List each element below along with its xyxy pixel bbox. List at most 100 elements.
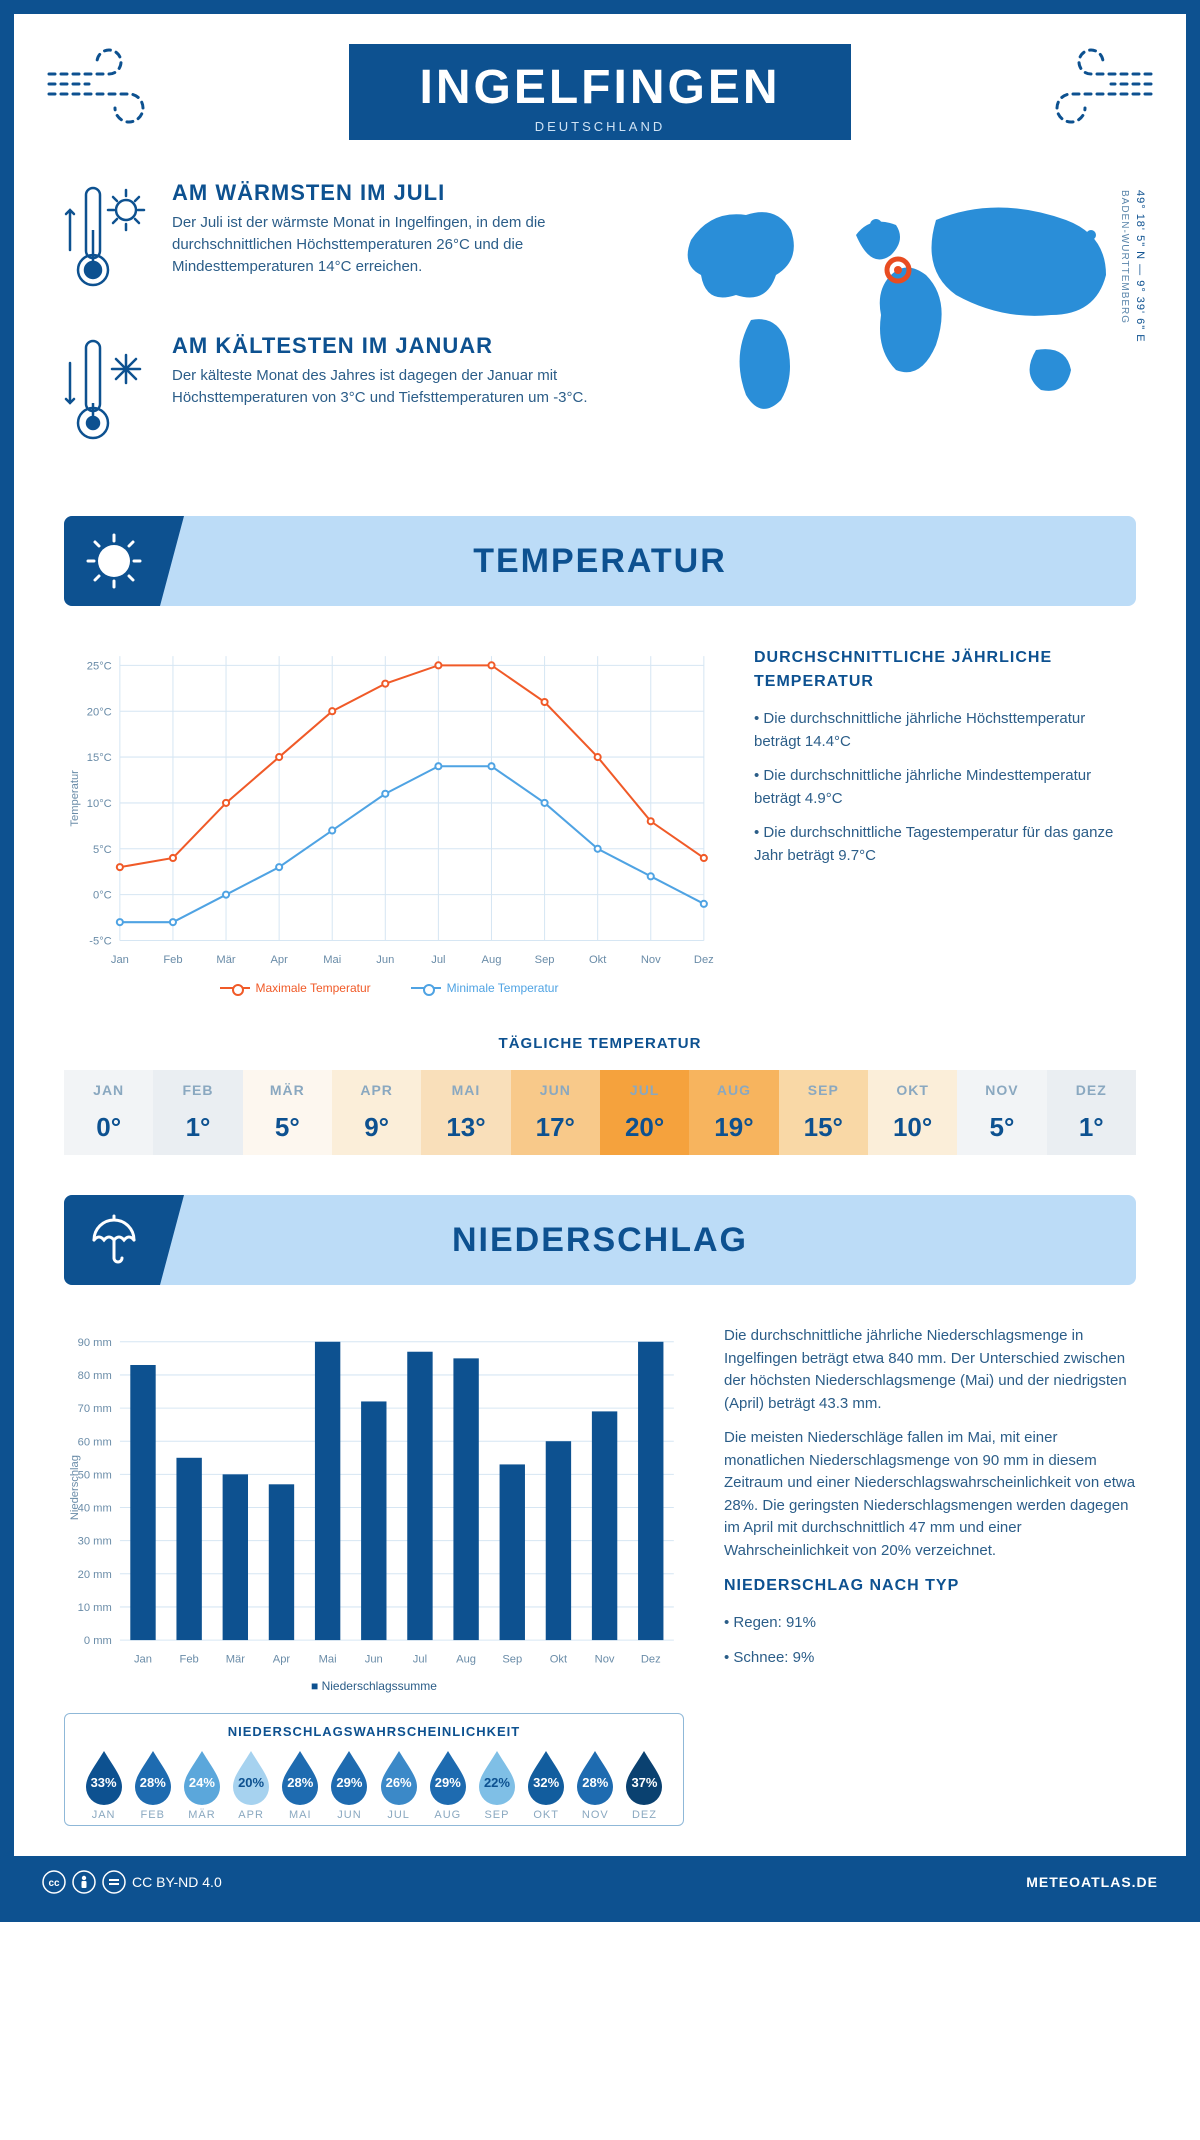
drop-pct: 29% [326,1775,372,1790]
chart-legend: Maximale Temperatur Minimale Temperatur [64,981,714,995]
drop-month: APR [227,1809,276,1821]
country-name: DEUTSCHLAND [419,119,780,134]
cell-month: OKT [868,1082,957,1098]
prob-drop: 33% JAN [79,1747,128,1821]
svg-text:Jun: Jun [365,1653,383,1665]
daily-temp-cell: JUL 20° [600,1070,689,1155]
drop-month: MAI [276,1809,325,1821]
svg-text:40 mm: 40 mm [78,1503,112,1515]
temp-text-title: DURCHSCHNITTLICHE JÄHRLICHE TEMPERATUR [754,646,1136,694]
drop-month: JUN [325,1809,374,1821]
drop-month: SEP [472,1809,521,1821]
svg-text:Jan: Jan [111,954,129,966]
section-banner-precip: NIEDERSCHLAG [64,1195,1136,1285]
svg-text:Jan: Jan [134,1653,152,1665]
prob-drop: 29% JUN [325,1747,374,1821]
cell-value: 5° [243,1112,332,1143]
svg-text:Okt: Okt [550,1653,568,1665]
svg-text:50 mm: 50 mm [78,1469,112,1481]
license-text: CC BY-ND 4.0 [132,1874,222,1890]
svg-text:30 mm: 30 mm [78,1536,112,1548]
svg-text:10°C: 10°C [87,798,112,810]
daily-temp-cell: NOV 5° [957,1070,1046,1155]
drop-month: FEB [128,1809,177,1821]
svg-text:Aug: Aug [482,954,502,966]
svg-text:cc: cc [48,1878,60,1889]
region-label: BADEN-WURTTEMBERG [1119,190,1130,324]
svg-text:Mär: Mär [216,954,235,966]
svg-text:Feb: Feb [180,1653,199,1665]
title-ribbon: INGELFINGEN DEUTSCHLAND [349,44,850,140]
svg-text:Aug: Aug [456,1653,476,1665]
svg-text:0°C: 0°C [93,890,112,902]
svg-text:Apr: Apr [273,1653,291,1665]
cell-value: 20° [600,1112,689,1143]
cell-month: AUG [689,1082,778,1098]
cell-value: 1° [1047,1112,1136,1143]
drop-month: AUG [423,1809,472,1821]
warmest-text: Der Juli ist der wärmste Monat in Ingelf… [172,212,626,277]
drop-month: DEZ [620,1809,669,1821]
prob-drop: 28% NOV [571,1747,620,1821]
coldest-title: AM KÄLTESTEN IM JANUAR [172,333,626,359]
svg-text:25°C: 25°C [87,660,112,672]
cell-value: 19° [689,1112,778,1143]
prob-title: NIEDERSCHLAGSWAHRSCHEINLICHKEIT [79,1724,669,1739]
cell-value: 10° [868,1112,957,1143]
daily-temp-cell: OKT 10° [868,1070,957,1155]
prob-drop: 37% DEZ [620,1747,669,1821]
svg-text:Mai: Mai [323,954,341,966]
svg-text:-5°C: -5°C [89,936,111,948]
prob-drop: 24% MÄR [177,1747,226,1821]
cell-value: 15° [779,1112,868,1143]
cell-month: MÄR [243,1082,332,1098]
svg-text:Dez: Dez [641,1653,661,1665]
daily-temp-cell: AUG 19° [689,1070,778,1155]
drop-month: NOV [571,1809,620,1821]
cell-value: 13° [421,1112,510,1143]
wind-icon [44,44,164,129]
drop-pct: 33% [81,1775,127,1790]
location-marker [884,256,912,289]
svg-text:Feb: Feb [163,954,182,966]
cell-month: JUL [600,1082,689,1098]
daily-title: TÄGLICHE TEMPERATUR [64,1035,1136,1052]
overview: AM WÄRMSTEN IM JULI Der Juli ist der wär… [14,160,1186,516]
by-icon [72,1870,96,1894]
svg-text:Nov: Nov [641,954,661,966]
drop-pct: 20% [228,1775,274,1790]
svg-text:Mär: Mär [226,1653,245,1665]
prob-drop: 28% FEB [128,1747,177,1821]
wind-icon [1036,44,1156,129]
drop-pct: 24% [179,1775,225,1790]
svg-text:80 mm: 80 mm [78,1370,112,1382]
svg-text:Jun: Jun [376,954,394,966]
svg-text:Sep: Sep [535,954,555,966]
precip-bar-chart: 0 mm10 mm20 mm30 mm40 mm50 mm60 mm70 mm8… [64,1325,684,1671]
coordinates: 49° 18' 5" N — 9° 39' 6" E [1134,190,1146,343]
precip-para: Die durchschnittliche jährliche Niedersc… [724,1325,1136,1415]
footer: cc CC BY-ND 4.0 METEOATLAS.DE [14,1856,1186,1908]
legend-max: Maximale Temperatur [256,981,371,995]
precip-para: Die meisten Niederschläge fallen im Mai,… [724,1427,1136,1562]
cell-value: 17° [511,1112,600,1143]
drop-month: JAN [79,1809,128,1821]
cell-month: MAI [421,1082,510,1098]
drop-month: MÄR [177,1809,226,1821]
site-name: METEOATLAS.DE [1026,1874,1158,1890]
daily-temp-cell: FEB 1° [153,1070,242,1155]
bar-legend: Niederschlagssumme [64,1679,684,1693]
legend-min: Minimale Temperatur [447,981,559,995]
cell-month: NOV [957,1082,1046,1098]
daily-temp-cell: MÄR 5° [243,1070,332,1155]
city-name: INGELFINGEN [419,60,780,115]
license-block: cc CC BY-ND 4.0 [42,1870,222,1894]
drop-month: OKT [522,1809,571,1821]
drop-pct: 28% [277,1775,323,1790]
cc-icon: cc [42,1870,66,1894]
svg-text:Dez: Dez [694,954,714,966]
daily-temp-cell: JUN 17° [511,1070,600,1155]
cell-value: 1° [153,1112,242,1143]
svg-text:90 mm: 90 mm [78,1337,112,1349]
svg-text:Niederschlag: Niederschlag [69,1455,81,1520]
